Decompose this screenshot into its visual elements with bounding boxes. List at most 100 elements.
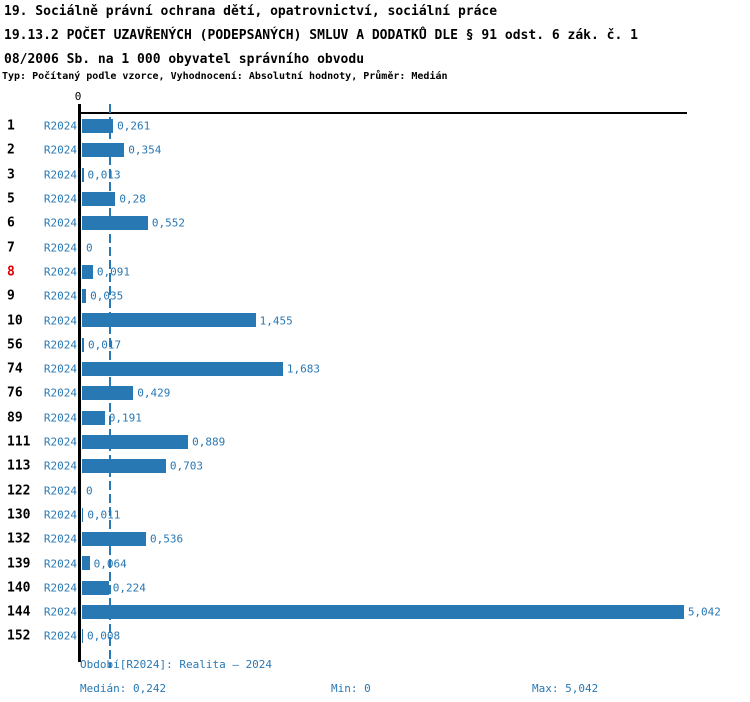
- chart-row: 152 R2024 0,008: [0, 624, 750, 648]
- y-axis-line: [78, 104, 81, 662]
- row-bar: [82, 507, 84, 522]
- row-value-label: 1,683: [286, 362, 320, 376]
- chart-row: 132 R2024 0,536: [0, 527, 750, 551]
- row-category-label: 2: [7, 142, 15, 158]
- chart-row: 74 R2024 1,683: [0, 357, 750, 381]
- row-bar: [82, 191, 116, 206]
- row-value-label: 0,011: [87, 508, 121, 522]
- row-period-label: R2024: [43, 143, 77, 157]
- row-value-label: 0,703: [169, 459, 204, 473]
- row-period-label: R2024: [43, 119, 77, 133]
- chart-row: 6 R2024 0,552: [0, 211, 750, 235]
- row-value-label: 0,889: [192, 435, 226, 449]
- chart-row: 7 R2024 0: [0, 236, 750, 260]
- footer-max-label: Max: 5,042: [532, 682, 599, 695]
- row-bar: [82, 532, 146, 547]
- chart-row: 10 R2024 1,455: [0, 308, 750, 332]
- row-period-label: R2024: [43, 289, 77, 303]
- row-period-label: R2024: [43, 532, 77, 546]
- row-bar: [82, 362, 283, 376]
- chart-row: 56 R2024 0,017: [0, 333, 750, 357]
- row-bar: [82, 216, 148, 231]
- chart-row: 122 R2024 0: [0, 479, 750, 503]
- chart-row: 5 R2024 0,28: [0, 187, 750, 211]
- row-period-label: R2024: [43, 241, 77, 255]
- row-bar: [82, 313, 256, 328]
- row-category-label: 113: [7, 458, 31, 474]
- chart-row: 140 R2024 0,224: [0, 576, 750, 600]
- row-period-label: R2024: [43, 581, 77, 595]
- row-period-label: R2024: [43, 411, 77, 425]
- chart-row: 111 R2024 0,889: [0, 430, 750, 454]
- footer-min-label: Min: 0: [331, 682, 371, 695]
- row-bar: [82, 605, 684, 619]
- row-bar: [82, 337, 85, 352]
- row-period-label: R2024: [43, 435, 77, 449]
- chart-row: 2 R2024 0,354: [0, 138, 750, 162]
- chart-row: 8 R2024 0,091: [0, 260, 750, 284]
- row-bar: [82, 434, 189, 449]
- row-value-label: 0,536: [149, 532, 184, 546]
- row-period-label: R2024: [43, 314, 77, 328]
- row-period-label: R2024: [43, 216, 77, 230]
- row-value-label: 0,429: [137, 386, 171, 400]
- chart-row: 1 R2024 0,261: [0, 114, 750, 138]
- row-category-label: 130: [7, 507, 31, 523]
- row-period-label: R2024: [43, 459, 77, 473]
- row-period-label: R2024: [43, 362, 77, 376]
- chart-title-line-1: 19. Sociálně právní ochrana dětí, opatro…: [4, 4, 498, 19]
- row-bar: [82, 119, 114, 133]
- row-bar: [82, 289, 87, 304]
- row-category-label: 89: [7, 410, 23, 426]
- row-period-label: R2024: [43, 386, 77, 400]
- row-bar: [82, 143, 125, 158]
- row-value-label: 5,042: [687, 605, 721, 619]
- row-value-label: 1,455: [259, 314, 293, 328]
- row-value-label: 0: [86, 241, 93, 255]
- chart-title-line-3: 08/2006 Sb. na 1 000 obyvatel správního …: [4, 52, 365, 67]
- row-bar: [82, 556, 90, 571]
- row-value-label: 0,552: [151, 216, 185, 230]
- x-axis-line: [80, 112, 687, 114]
- row-value-label: 0: [86, 484, 93, 498]
- row-category-label: 144: [7, 604, 31, 620]
- chart-row: 139 R2024 0,064: [0, 551, 750, 575]
- row-category-label: 139: [7, 556, 31, 572]
- row-period-label: R2024: [43, 557, 77, 571]
- row-value-label: 0,064: [93, 557, 127, 571]
- row-value-label: 0,28: [119, 192, 146, 206]
- row-category-label: 152: [7, 628, 31, 644]
- row-period-label: R2024: [43, 629, 77, 643]
- chart-meta-line: Typ: Počítaný podle vzorce, Vyhodnocení:…: [2, 71, 448, 82]
- chart-row: 113 R2024 0,703: [0, 454, 750, 478]
- chart-row: 89 R2024 0,191: [0, 406, 750, 430]
- row-value-label: 0,017: [88, 338, 122, 352]
- row-value-label: 0,008: [86, 629, 121, 643]
- row-category-label: 122: [7, 483, 31, 499]
- row-value-label: 0,091: [96, 265, 130, 279]
- row-bar: [82, 580, 109, 595]
- row-period-label: R2024: [43, 265, 77, 279]
- row-category-label: 74: [7, 361, 23, 377]
- row-value-label: 0,035: [90, 289, 124, 303]
- row-value-label: 0,224: [112, 581, 146, 595]
- row-category-label: 3: [7, 167, 15, 183]
- chart-row: 9 R2024 0,035: [0, 284, 750, 308]
- chart-row: 130 R2024 0,011: [0, 503, 750, 527]
- row-value-label: 0,354: [128, 143, 162, 157]
- chart-title-line-2: 19.13.2 POČET UZAVŘENÝCH (PODEPSANÝCH) S…: [4, 28, 638, 43]
- chart-row: 76 R2024 0,429: [0, 381, 750, 405]
- row-bar: [82, 629, 83, 644]
- row-bar: [82, 167, 84, 182]
- row-period-label: R2024: [43, 484, 77, 498]
- row-category-label: 5: [7, 191, 15, 207]
- row-value-label: 0,191: [108, 411, 142, 425]
- x-axis-zero-tick-label: 0: [74, 90, 82, 103]
- row-period-label: R2024: [43, 508, 77, 522]
- row-category-label: 111: [7, 434, 31, 450]
- row-category-label: 9: [7, 288, 15, 304]
- row-period-label: R2024: [43, 168, 77, 182]
- footer-median-label: Medián: 0,242: [80, 682, 167, 695]
- row-bar: [82, 264, 93, 279]
